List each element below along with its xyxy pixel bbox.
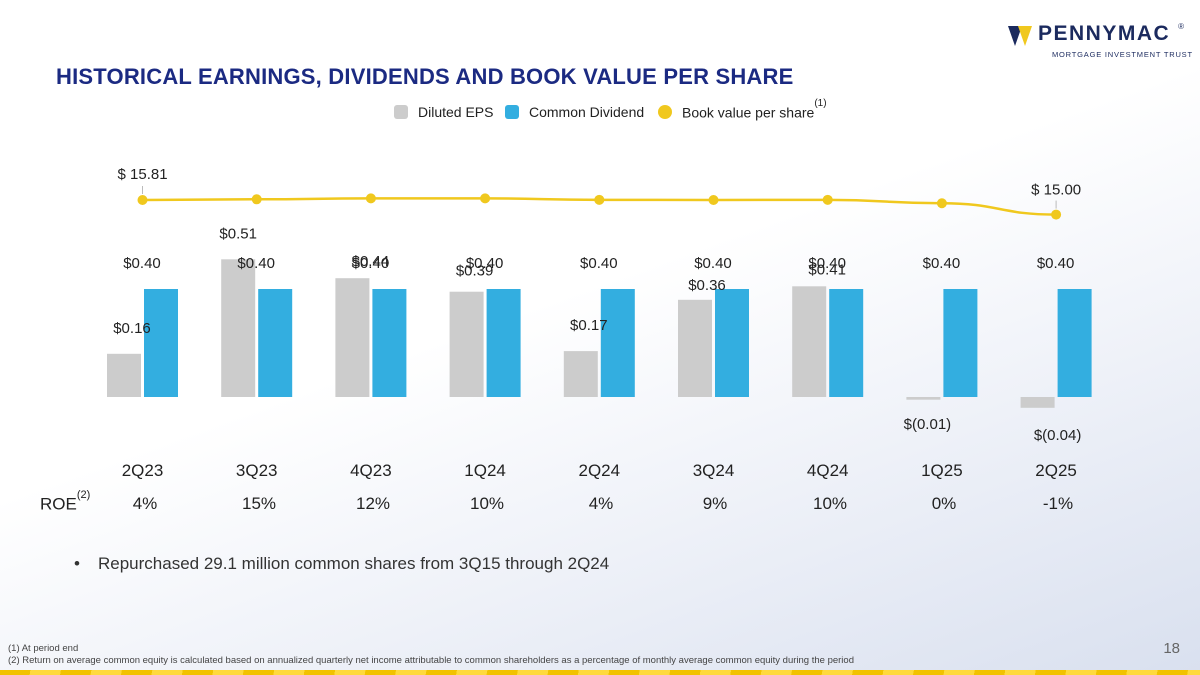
footnote-1: (1) At period end <box>8 643 79 654</box>
footnote-2: (2) Return on average common equity is c… <box>8 655 854 666</box>
dividend-bar <box>600 289 635 397</box>
legend-swatch-eps <box>394 105 408 119</box>
dividend-bar <box>258 289 293 397</box>
book-value-label: $ 15.00 <box>1031 182 1081 199</box>
eps-label: $0.17 <box>570 317 608 334</box>
eps-bar <box>1020 397 1055 408</box>
bottom-accent-bar <box>0 670 1200 675</box>
eps-bar <box>449 291 484 397</box>
roe-value: -1% <box>1042 494 1074 513</box>
category-label: 2Q25 <box>1035 461 1077 480</box>
dividend-label: $0.40 <box>123 255 161 272</box>
dividend-label: $0.40 <box>580 255 618 272</box>
book-value-point <box>251 194 262 205</box>
pennymac-mark-icon <box>1008 26 1032 46</box>
dividend-label: $0.40 <box>923 255 961 272</box>
book-value-point <box>480 193 491 204</box>
page-title: HISTORICAL EARNINGS, DIVIDENDS AND BOOK … <box>56 64 794 89</box>
dividend-bar <box>486 289 521 397</box>
roe-value: 0% <box>931 494 957 513</box>
dividend-label: $0.40 <box>237 255 275 272</box>
eps-bar <box>335 278 370 397</box>
roe-value: 15% <box>241 494 277 513</box>
eps-label: $0.16 <box>113 320 151 337</box>
dividend-label: $0.40 <box>808 255 846 272</box>
roe-label: ROE(2) <box>40 489 90 515</box>
dividend-label: $0.40 <box>352 255 390 272</box>
roe-label-note: (2) <box>76 489 91 501</box>
eps-label: $0.44 <box>352 253 390 270</box>
logo-name: PENNYMAC <box>1038 22 1171 45</box>
eps-bar <box>221 259 256 397</box>
eps-bar <box>792 286 827 397</box>
legend-swatch-dividend <box>505 105 519 119</box>
pennymac-logo: PENNYMAC ® MORTGAGE INVESTMENT TRUST <box>1008 22 1192 64</box>
eps-label: $(0.04) <box>1034 427 1082 444</box>
eps-bar <box>563 351 598 397</box>
book-value-point <box>1051 209 1062 220</box>
dividend-label: $0.40 <box>1037 255 1075 272</box>
logo-trademark: ® <box>1178 22 1184 31</box>
dividend-bar <box>1057 289 1092 397</box>
roe-value: 4% <box>588 494 614 513</box>
legend-label-eps: Diluted EPS <box>418 104 494 120</box>
roe-value: 9% <box>702 494 728 513</box>
book-value-point <box>365 193 376 204</box>
earnings-chart: $0.40$0.162Q23$0.40$0.513Q23$0.40$0.444Q… <box>107 166 1092 480</box>
book-value-point <box>936 198 947 209</box>
dividend-bar <box>372 289 407 397</box>
book-value-label: $ 15.81 <box>118 166 168 183</box>
dividend-bar <box>943 289 978 397</box>
legend-bvps-note: (1) <box>814 98 827 109</box>
eps-label: $0.39 <box>456 263 494 280</box>
dividend-label: $0.40 <box>466 255 504 272</box>
roe-label-text: ROE <box>40 494 77 514</box>
roe-value: 10% <box>812 494 848 513</box>
book-value-point <box>137 195 148 205</box>
dividend-bar <box>144 289 178 397</box>
dividend-label: $0.40 <box>694 255 732 272</box>
legend-label-bvps: Book value per share(1) <box>682 98 827 121</box>
book-value-point <box>594 194 605 205</box>
category-label: 1Q24 <box>464 461 506 480</box>
category-label: 1Q25 <box>921 461 963 480</box>
eps-bar <box>678 299 712 397</box>
bullet-note: • Repurchased 29.1 million common shares … <box>74 554 609 574</box>
category-label: 3Q24 <box>693 461 735 480</box>
book-value-point <box>708 195 719 205</box>
category-label: 4Q23 <box>350 461 392 480</box>
category-label: 2Q24 <box>579 461 621 480</box>
category-label: 3Q23 <box>236 461 278 480</box>
bullet-text: Repurchased 29.1 million common shares f… <box>98 554 610 573</box>
eps-label: $0.41 <box>808 261 846 278</box>
eps-label: $(0.01) <box>904 416 952 433</box>
roe-value: 4% <box>132 494 158 513</box>
roe-value: 10% <box>469 494 505 513</box>
eps-label: $0.36 <box>688 277 726 294</box>
legend-swatch-bvps <box>658 105 672 119</box>
eps-bar <box>906 397 941 400</box>
book-value-point <box>822 194 833 205</box>
dividend-bar <box>715 289 749 397</box>
dividend-bar <box>829 289 864 397</box>
legend-bvps-text: Book value per share <box>682 104 815 121</box>
roe-value: 12% <box>355 494 391 513</box>
bullet-dot-icon: • <box>74 554 80 573</box>
category-label: 2Q23 <box>122 461 164 480</box>
category-label: 4Q24 <box>807 461 849 480</box>
page-number: 18 <box>1163 640 1180 657</box>
eps-label: $0.51 <box>219 225 257 242</box>
eps-bar <box>107 353 141 397</box>
legend-label-dividend: Common Dividend <box>529 104 645 120</box>
logo-subtitle: MORTGAGE INVESTMENT TRUST <box>1052 50 1193 59</box>
